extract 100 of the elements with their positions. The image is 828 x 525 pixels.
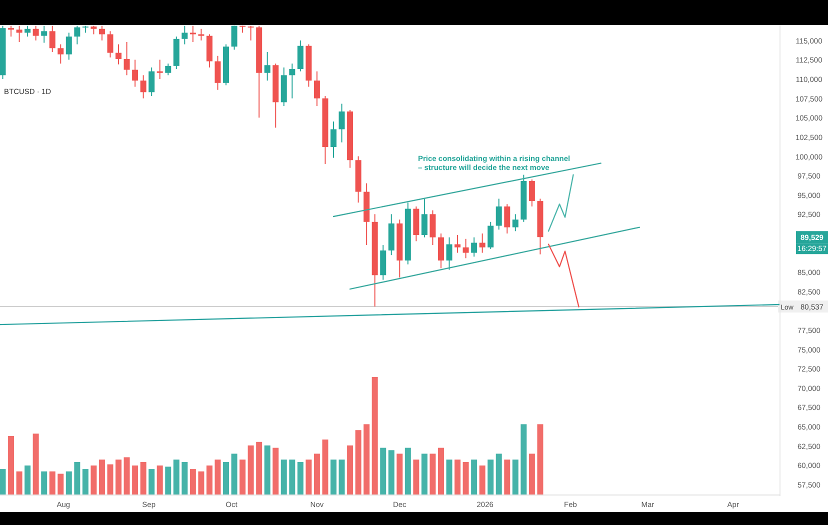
bar <box>471 460 478 495</box>
candlestick <box>165 63 172 76</box>
candlestick <box>264 52 270 82</box>
bar <box>355 430 362 495</box>
bar <box>512 460 518 495</box>
bar <box>82 469 88 495</box>
candlestick <box>214 55 221 90</box>
candlestick <box>24 25 31 38</box>
bar <box>496 454 502 495</box>
bar <box>32 434 39 495</box>
bar <box>372 377 378 495</box>
candlestick <box>32 25 39 41</box>
candlestick <box>504 204 510 234</box>
bar <box>58 474 64 495</box>
bar <box>330 460 336 495</box>
bar <box>223 462 230 495</box>
bar <box>173 460 180 495</box>
candlestick <box>297 40 304 72</box>
bar <box>347 445 354 495</box>
candlestick <box>496 198 502 230</box>
bar <box>454 460 461 495</box>
bar <box>322 440 328 495</box>
candlestick <box>132 59 138 88</box>
candlestick <box>338 103 345 143</box>
bar <box>156 466 163 495</box>
bar <box>380 448 386 495</box>
bar <box>520 424 527 495</box>
bar <box>462 462 469 495</box>
candlestick <box>421 198 428 238</box>
bar <box>430 454 436 495</box>
bar <box>264 445 270 495</box>
bar <box>107 464 114 495</box>
bar <box>90 466 97 495</box>
candlestick <box>16 25 22 42</box>
candlestick <box>314 70 320 107</box>
bar <box>306 460 312 495</box>
candlestick <box>330 121 336 158</box>
candlestick <box>107 30 114 58</box>
bar <box>132 466 138 495</box>
bar <box>116 460 122 495</box>
candlestick <box>124 41 130 76</box>
bar <box>0 469 6 495</box>
bar <box>488 460 494 495</box>
candlestick <box>289 63 296 99</box>
bar <box>297 462 304 495</box>
candlestick <box>190 25 196 42</box>
bar <box>404 448 411 495</box>
bar <box>314 454 320 495</box>
bar <box>438 448 444 495</box>
bar <box>140 462 146 495</box>
candlestick <box>116 44 122 65</box>
bar <box>248 445 254 495</box>
bar <box>256 442 262 495</box>
candlestick <box>488 221 494 250</box>
line-series <box>548 244 580 308</box>
bar <box>388 450 394 495</box>
bar <box>8 436 14 495</box>
bar <box>289 460 296 495</box>
bar <box>66 471 72 495</box>
bar <box>165 466 172 495</box>
candlestick <box>231 25 238 50</box>
bar <box>280 460 287 495</box>
candlestick <box>198 28 204 41</box>
candlestick <box>438 232 444 269</box>
bar <box>98 460 105 495</box>
bar <box>421 454 428 495</box>
candlestick <box>41 25 48 44</box>
bar <box>364 424 370 495</box>
candlestick <box>148 66 155 97</box>
bar <box>413 460 420 495</box>
candlestick <box>248 25 254 41</box>
candlestick <box>8 25 14 38</box>
bar <box>41 471 48 495</box>
candlestick <box>49 25 56 53</box>
bar <box>16 471 22 495</box>
bar <box>231 454 238 495</box>
candlestick <box>462 238 469 259</box>
bar <box>214 460 221 495</box>
bar <box>124 457 130 495</box>
bar <box>74 462 80 495</box>
bar <box>206 466 212 495</box>
candlestick <box>479 232 486 254</box>
bar <box>504 460 510 495</box>
line-series <box>548 174 574 232</box>
candlestick <box>430 210 436 246</box>
candlestick <box>98 25 105 41</box>
candlestick <box>454 234 461 254</box>
bar <box>49 471 56 495</box>
candlestick <box>140 74 146 99</box>
bar <box>537 424 544 495</box>
bar <box>528 454 535 495</box>
bar <box>182 462 188 495</box>
bar <box>446 460 452 495</box>
bar <box>24 466 31 495</box>
bar <box>190 469 196 495</box>
candlestick <box>446 236 452 270</box>
bar <box>198 471 204 495</box>
bar <box>479 466 486 495</box>
bar <box>272 448 279 495</box>
bar <box>148 469 155 495</box>
